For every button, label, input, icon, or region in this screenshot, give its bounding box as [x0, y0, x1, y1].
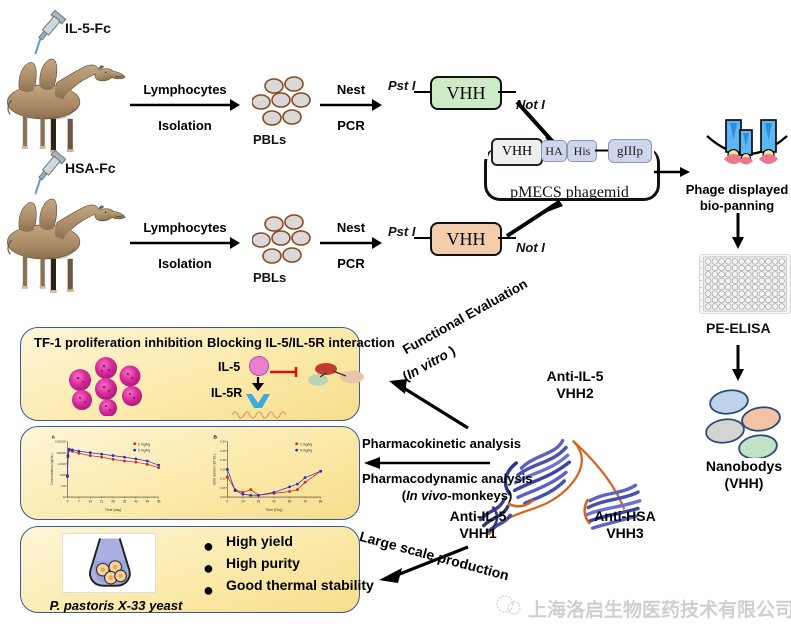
- svg-text:2 mg/kg: 2 mg/kg: [300, 442, 312, 446]
- svg-text:28: 28: [111, 499, 115, 503]
- svg-text:6.20: 6.20: [220, 458, 226, 462]
- svg-text:35: 35: [123, 499, 127, 503]
- svg-text:56: 56: [288, 499, 292, 503]
- svg-text:10000: 10000: [58, 462, 66, 466]
- svg-text:5 mg/kg: 5 mg/kg: [300, 449, 312, 453]
- svg-text:B: B: [213, 434, 217, 440]
- svg-text:56: 56: [157, 499, 161, 503]
- svg-text:Concentration (ng/mL): Concentration (ng/mL): [50, 453, 54, 485]
- svg-text:14: 14: [241, 499, 245, 503]
- svg-text:42: 42: [272, 499, 276, 503]
- svg-text:21: 21: [100, 499, 104, 503]
- svg-text:7: 7: [78, 499, 80, 503]
- svg-text:1000000: 1000000: [55, 440, 66, 444]
- svg-text:42: 42: [134, 499, 138, 503]
- svg-text:5 mg/kg: 5 mg/kg: [138, 449, 150, 453]
- svg-text:100000: 100000: [56, 451, 66, 455]
- svg-text:70: 70: [303, 499, 307, 503]
- svg-text:6.15: 6.15: [220, 467, 226, 471]
- svg-text:6.10: 6.10: [220, 477, 226, 481]
- svg-text:28: 28: [257, 499, 261, 503]
- svg-text:14: 14: [89, 499, 93, 503]
- svg-text:10: 10: [63, 495, 67, 499]
- svg-text:EOS number (10^9/L): EOS number (10^9/L): [213, 454, 217, 485]
- svg-text:100: 100: [61, 484, 66, 488]
- svg-text:6.30: 6.30: [220, 440, 226, 444]
- svg-text:84: 84: [319, 499, 323, 503]
- svg-text:Time (Day): Time (Day): [266, 508, 283, 512]
- svg-text:1000: 1000: [60, 473, 67, 477]
- svg-text:Time (day): Time (day): [105, 508, 121, 512]
- svg-text:6.00: 6.00: [220, 495, 226, 499]
- svg-text:2 mg/kg: 2 mg/kg: [138, 442, 150, 446]
- svg-text:6.05: 6.05: [220, 486, 226, 490]
- svg-text:0: 0: [226, 499, 228, 503]
- svg-text:0: 0: [67, 499, 69, 503]
- svg-text:6.25: 6.25: [220, 449, 226, 453]
- svg-text:49: 49: [145, 499, 149, 503]
